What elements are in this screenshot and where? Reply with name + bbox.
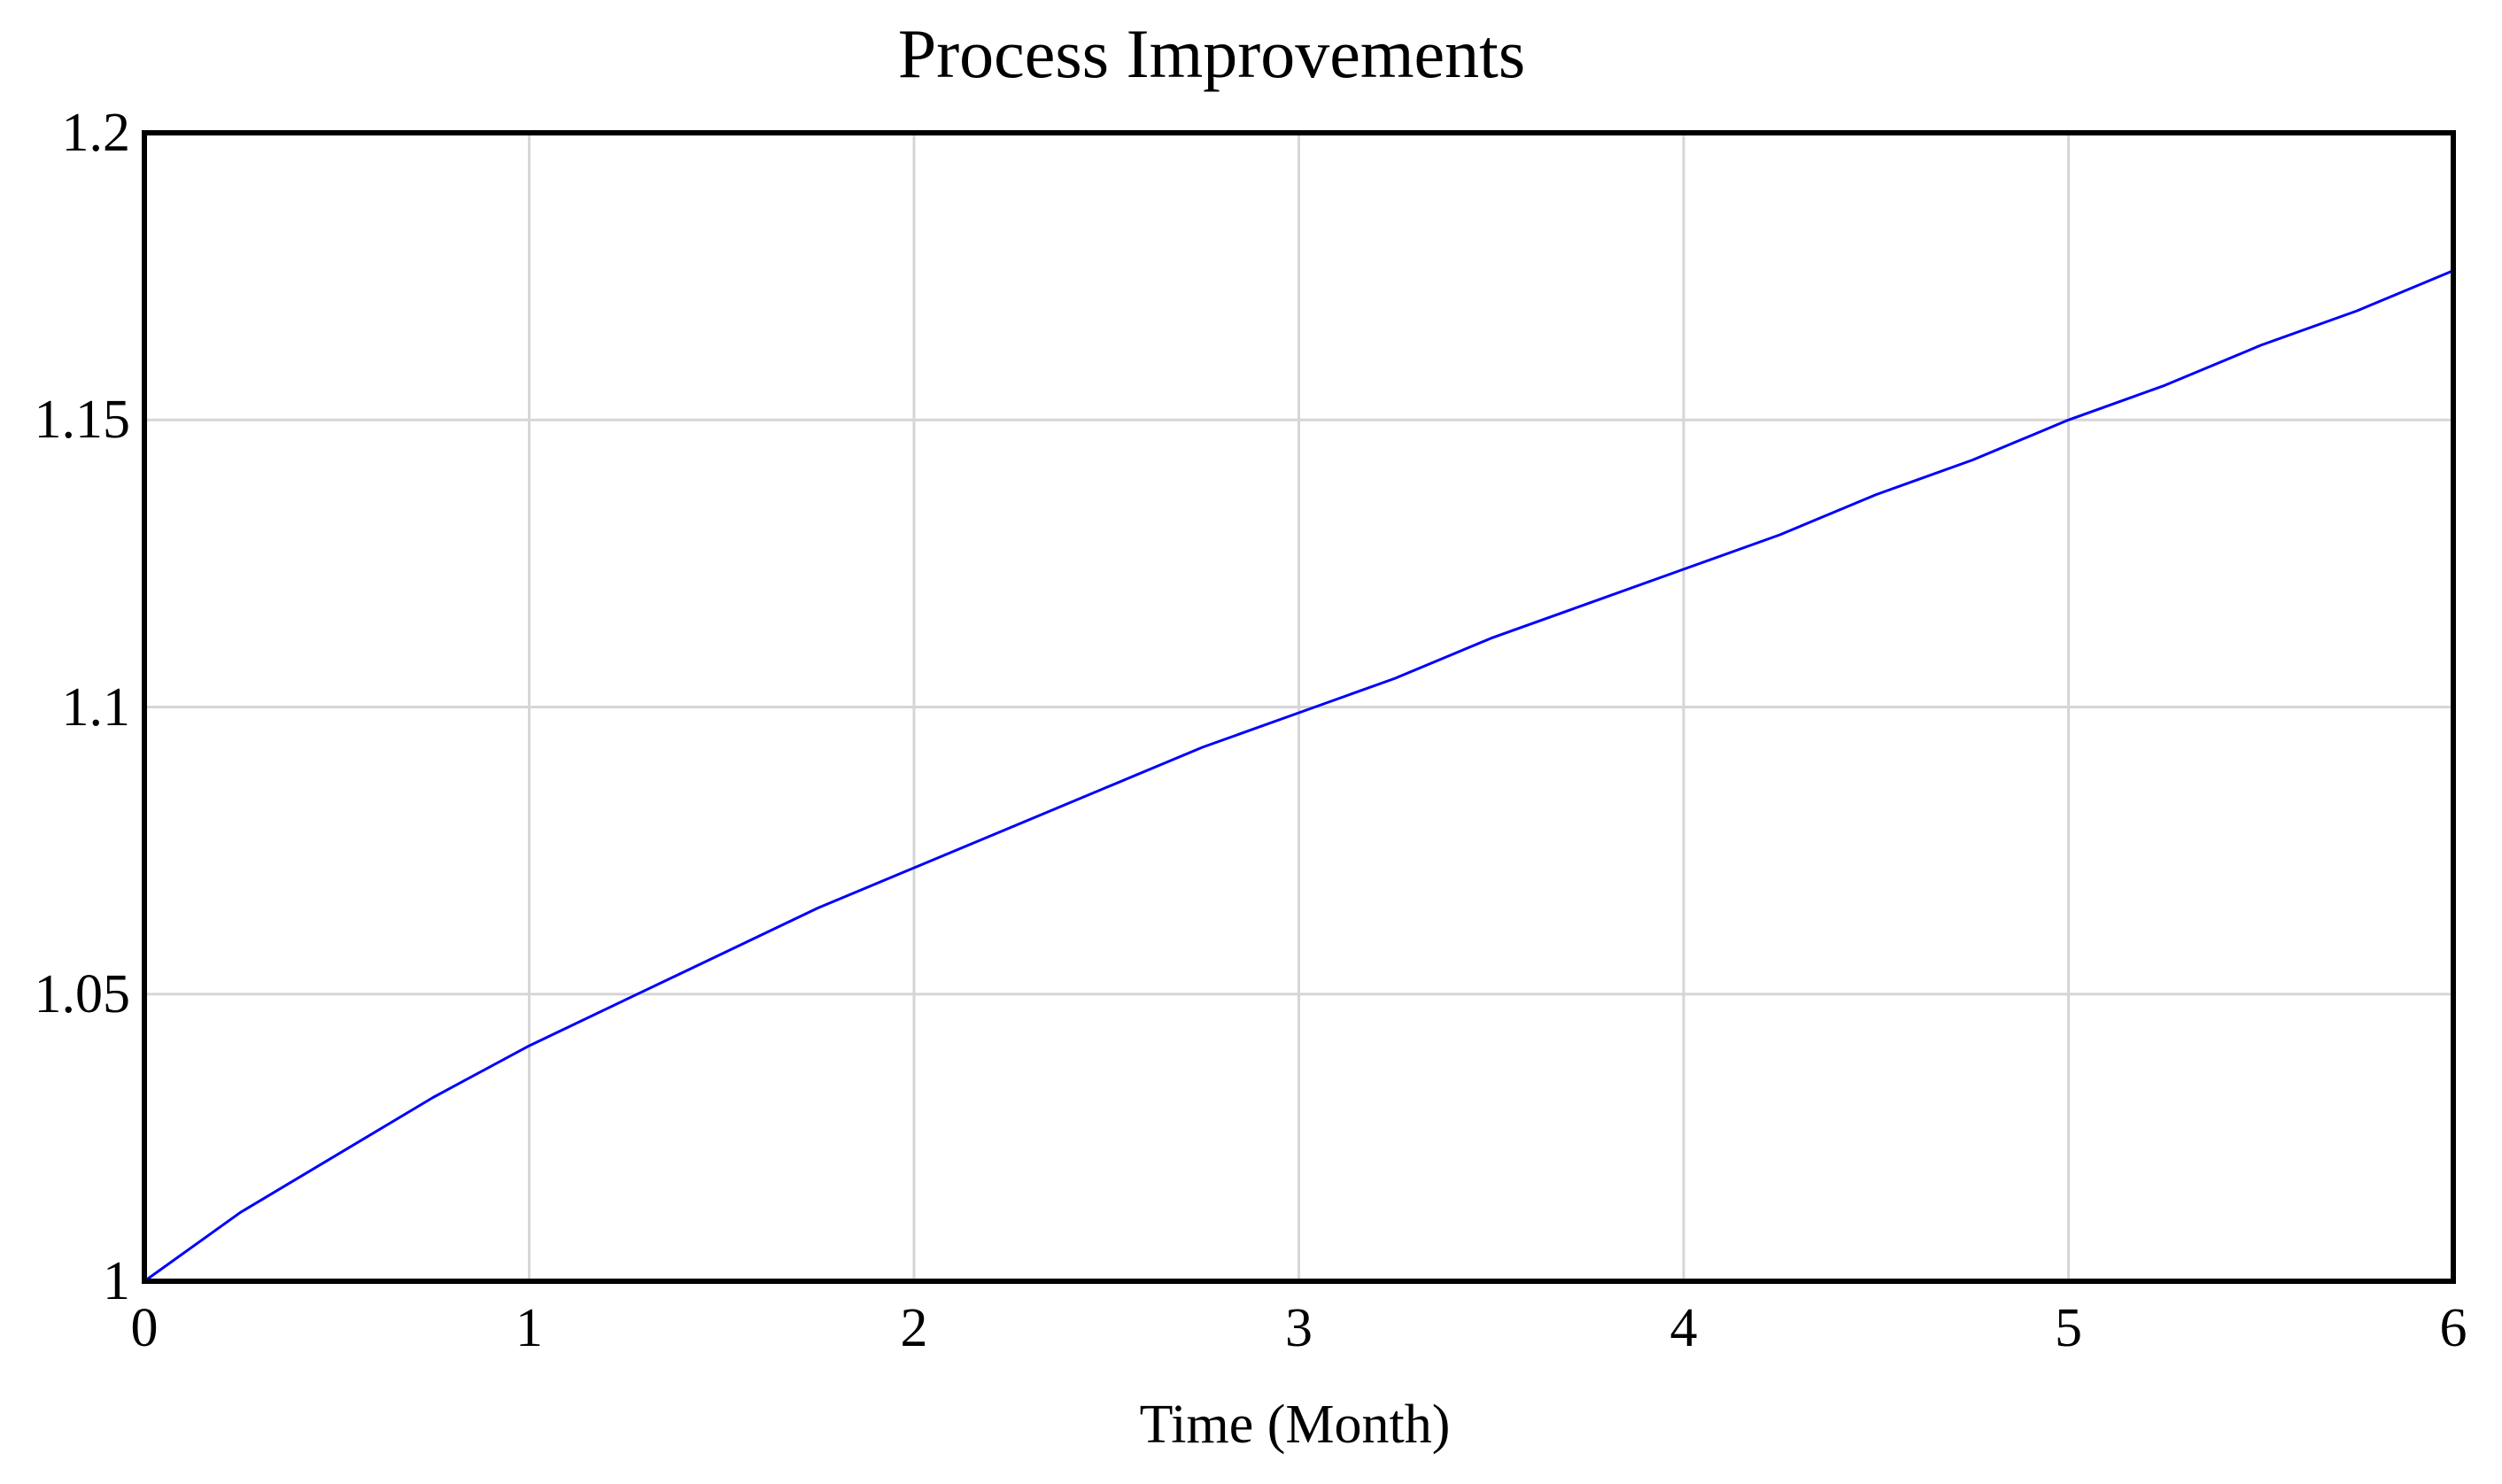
y-tick-label: 1.15: [34, 390, 131, 451]
x-tick-label: 0: [130, 1298, 159, 1358]
x-tick-label: 2: [900, 1298, 928, 1358]
y-tick-label: 1.2: [61, 103, 131, 163]
x-tick-label: 4: [1669, 1298, 1698, 1358]
x-tick-label: 5: [2055, 1298, 2082, 1358]
x-tick-label: 1: [515, 1298, 543, 1358]
x-tick-label: 6: [2439, 1298, 2467, 1358]
y-tick-label: 1.05: [34, 963, 131, 1024]
series-line: [143, 269, 2455, 1283]
plot-border: [142, 130, 2456, 1284]
chart-title: Process Improvements: [897, 15, 1526, 92]
y-tick-label: 1: [103, 1251, 130, 1311]
x-axis-title: Time (Month): [1139, 1395, 1451, 1455]
y-tick-label: 1.1: [61, 676, 131, 738]
x-tick-label: 3: [1285, 1298, 1313, 1358]
